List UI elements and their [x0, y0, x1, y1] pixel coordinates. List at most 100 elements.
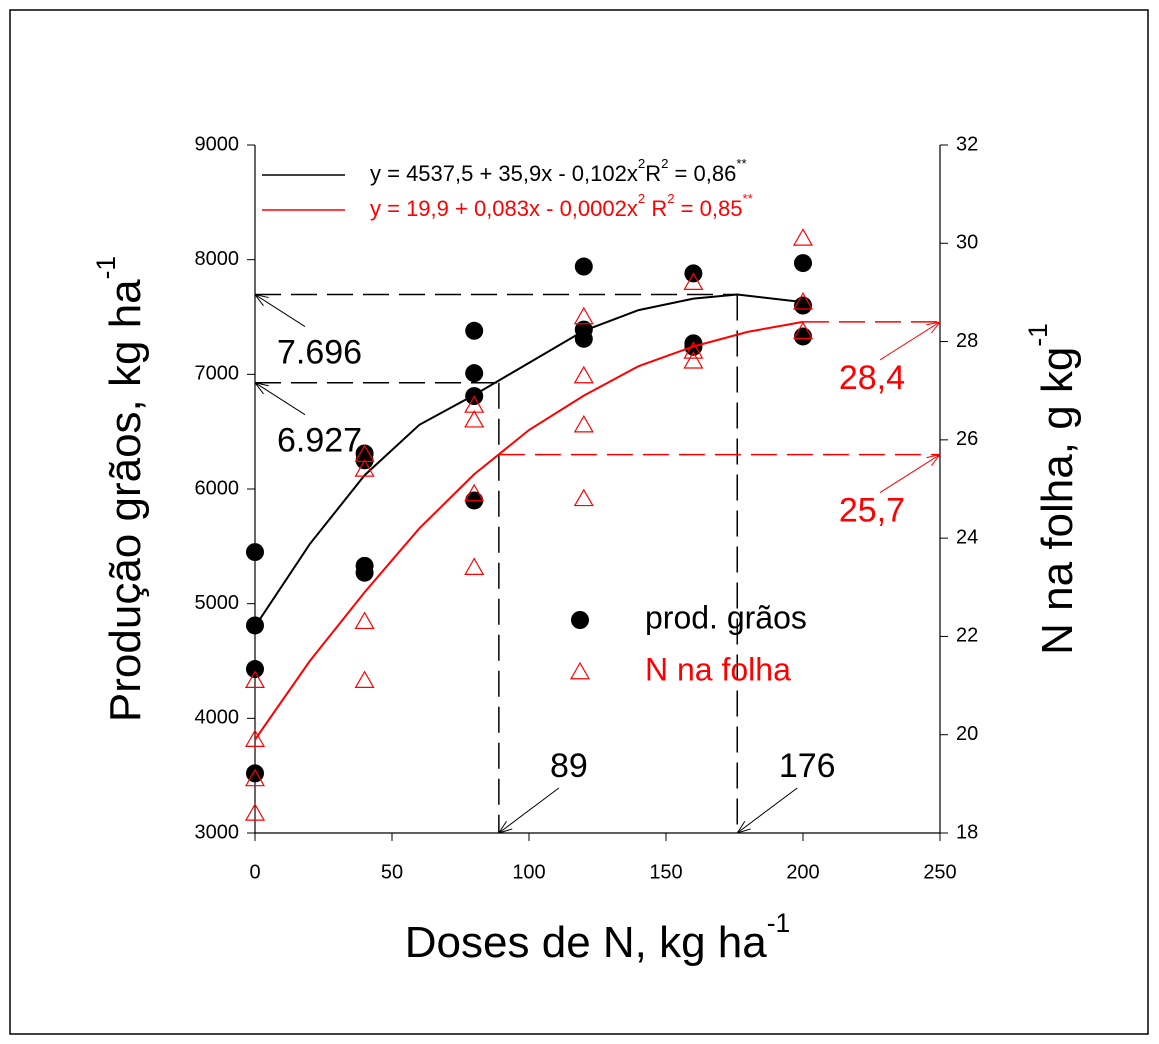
circle-marker — [574, 257, 593, 276]
arrow-head — [931, 321, 941, 334]
triangle-marker — [354, 670, 375, 689]
guide-label: 28,4 — [839, 359, 905, 397]
y2-tick-label: 24 — [956, 526, 978, 548]
superscript: -1 — [1023, 323, 1053, 346]
superscript: 2 — [661, 157, 668, 172]
text-part: = 0,85 — [675, 196, 743, 221]
superscript: 2 — [667, 192, 674, 207]
y2-tick-label: 30 — [956, 232, 978, 254]
y-tick-label: 7000 — [195, 363, 240, 385]
triangle-marker — [683, 272, 704, 290]
arrow — [498, 787, 560, 834]
arrow-head — [254, 294, 264, 306]
y-tick-label: 6000 — [195, 477, 240, 499]
triangle-marker — [683, 351, 704, 369]
circle-marker — [246, 660, 264, 679]
y2-tick-label: 22 — [956, 625, 978, 647]
arrow-head — [737, 828, 751, 834]
y2-tick-label: 28 — [956, 330, 978, 352]
triangle-marker — [573, 365, 594, 384]
text-part: Produção grãos, kg ha — [101, 279, 150, 722]
text-part: = 0,86 — [668, 161, 736, 186]
x-tick-label: 200 — [786, 861, 819, 883]
x-axis-title: Doses de N, kg ha-1 — [405, 908, 790, 966]
guide-label: 7.696 — [277, 334, 362, 372]
triangle-marker — [573, 306, 594, 325]
superscript: -1 — [767, 908, 790, 938]
text-part: R — [645, 161, 661, 186]
arrow — [254, 382, 306, 416]
x-tick-label: 0 — [249, 861, 260, 883]
guide-label: 6.927 — [277, 422, 362, 460]
arrow-head — [926, 454, 941, 459]
circle-marker — [574, 329, 593, 348]
fit-curve — [254, 293, 804, 628]
circle-marker — [246, 543, 264, 562]
circle-marker — [794, 327, 812, 346]
superscript: ** — [736, 157, 746, 172]
legend-label: prod. grãos — [645, 599, 807, 635]
arrow — [254, 294, 306, 327]
superscript: -1 — [91, 256, 121, 279]
arrow — [736, 787, 798, 834]
circle-marker — [465, 321, 484, 340]
triangle-marker — [354, 611, 375, 630]
triangle-marker — [792, 321, 814, 340]
text-part: y = 19,9 + 0,083x - 0,0002x — [370, 196, 638, 221]
equation: y = 19,9 + 0,083x - 0,0002x2 R2 = 0,85** — [370, 192, 753, 221]
fit-curve — [254, 320, 804, 741]
y2-tick-label: 18 — [956, 821, 978, 843]
y-tick-label: 5000 — [195, 592, 240, 614]
x-tick-label: 150 — [649, 861, 682, 883]
arrow — [879, 454, 941, 494]
triangle-marker — [464, 557, 485, 575]
y2-tick-label: 20 — [956, 723, 978, 745]
superscript: ** — [742, 192, 752, 207]
legend-label: N na folha — [645, 651, 791, 687]
triangle-marker — [244, 768, 266, 787]
y-tick-label: 4000 — [195, 707, 240, 729]
arrow-head — [254, 382, 269, 387]
triangle-marker — [464, 483, 485, 502]
triangle-marker — [573, 414, 594, 433]
guide-x-label: 176 — [779, 747, 836, 785]
guide-label: 25,7 — [839, 492, 905, 530]
arrow-head — [498, 828, 513, 834]
text-part: Doses de N, kg ha — [405, 918, 767, 967]
circle-marker — [571, 611, 589, 629]
circle-marker — [794, 296, 812, 315]
x-tick-label: 50 — [381, 861, 403, 883]
triangle-marker — [244, 803, 266, 821]
arrow-head — [926, 321, 941, 326]
y-tick-label: 3000 — [195, 821, 240, 843]
equation: y = 4537,5 + 35,9x - 0,102x2R2 = 0,86** — [370, 157, 747, 186]
arrow-head — [736, 820, 746, 834]
y2-tick-label: 26 — [956, 428, 978, 450]
y2-tick-label: 32 — [956, 133, 978, 155]
frame — [9, 9, 1149, 1035]
triangle-marker — [569, 661, 591, 680]
text-part: N na folha, g kg — [1033, 347, 1082, 655]
arrow-head — [931, 454, 941, 466]
triangle-marker — [683, 341, 704, 359]
triangle-marker — [244, 670, 266, 689]
arrow-head — [254, 382, 264, 395]
y2-axis-title: N na folha, g kg-1 — [1023, 323, 1081, 655]
arrow-head — [498, 820, 507, 834]
circle-marker — [355, 563, 374, 582]
arrow-head — [254, 294, 269, 299]
circle-marker — [246, 616, 264, 635]
triangle-marker — [354, 459, 375, 477]
triangle-marker — [573, 488, 594, 507]
y-tick-label: 8000 — [195, 248, 240, 270]
triangle-marker — [464, 409, 485, 428]
triangle-marker — [792, 292, 814, 310]
circle-marker — [794, 254, 812, 273]
x-tick-label: 100 — [512, 861, 545, 883]
circle-marker — [246, 764, 264, 783]
x-tick-label: 250 — [923, 861, 956, 883]
arrow — [879, 321, 941, 361]
y-axis-title: Produção grãos, kg ha-1 — [91, 256, 149, 722]
guide-x-label: 89 — [550, 747, 588, 785]
text-part: R — [645, 196, 667, 221]
